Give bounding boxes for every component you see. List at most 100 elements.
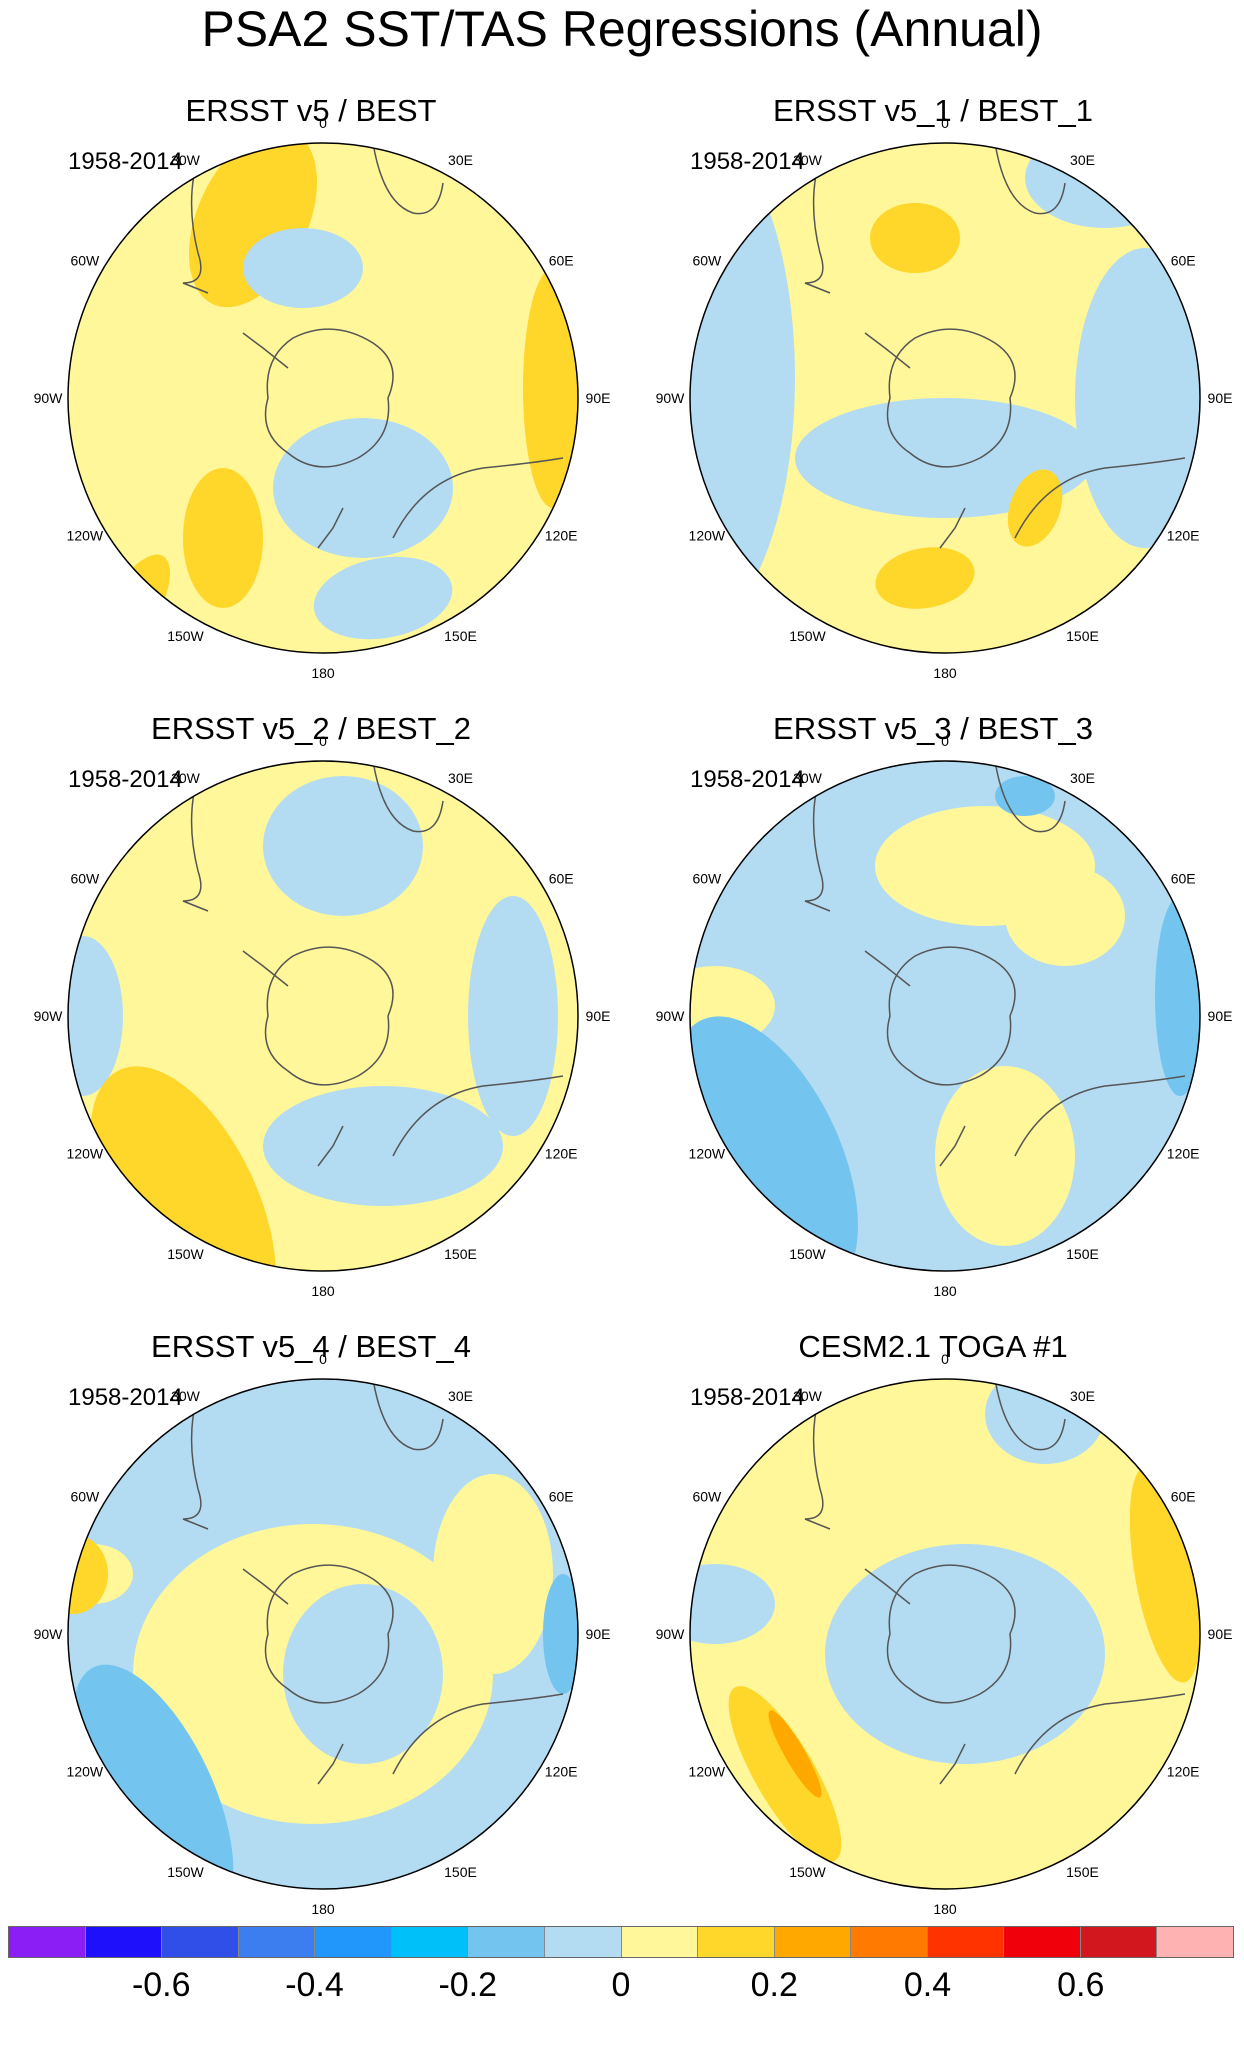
colorbar (8, 1926, 1234, 1958)
colorbar-segment (851, 1927, 928, 1957)
longitude-label: 150W (167, 1864, 204, 1880)
field-contour (183, 468, 263, 608)
antarctica-coastline (264, 328, 394, 468)
field-contour (468, 896, 558, 1136)
africa-coastline (994, 761, 1066, 833)
peninsula-coastline (242, 332, 289, 369)
field-contour (263, 776, 423, 916)
map-panel: ERSST v5_3 / BEST_3 1958-2014 0 30E 60E 90E 12… (622, 706, 1244, 1321)
new-zealand-coastline (939, 1125, 966, 1167)
field-contour (690, 143, 795, 638)
longitude-label: 30E (448, 152, 473, 168)
longitude-label: 30W (171, 152, 201, 168)
longitude-label: 180 (311, 1901, 335, 1917)
field-contour (273, 418, 453, 558)
longitude-label: 150E (1066, 628, 1099, 644)
longitude-label: 180 (933, 1283, 957, 1299)
longitude-label: 0 (319, 733, 327, 749)
colorbar-tick-label: 0.4 (903, 1966, 952, 2004)
map-boundary (67, 1378, 579, 1890)
map-panel: CESM2.1 TOGA #1 1958-2014 0 30E 60E 90E 120E 15… (622, 1324, 1244, 1939)
longitude-label: 180 (933, 665, 957, 681)
africa-coastline (372, 761, 444, 833)
map-boundary (689, 1378, 1201, 1890)
colorbar-segment (85, 1927, 163, 1957)
map-boundary (67, 142, 579, 654)
longitude-label: 90E (1208, 390, 1233, 406)
polar-map: 0 30E 60E 90E 120E 150E 180 150W 120W 90W 60W 30W (34, 733, 611, 1299)
colorbar-segment (162, 1927, 239, 1957)
field-contour (523, 268, 578, 508)
field-contour (283, 1584, 443, 1764)
longitude-label: 60E (1171, 253, 1196, 269)
longitude-label: 0 (941, 733, 949, 749)
field-contour (1025, 143, 1185, 228)
new-zealand-coastline (317, 507, 344, 549)
colorbar-tick-label: 0.6 (1057, 1966, 1105, 2004)
colorbar-segment (621, 1927, 699, 1957)
antarctica-coastline (886, 1564, 1016, 1704)
field-contour (90, 1066, 276, 1271)
panel-period: 1958-2014 (68, 148, 183, 175)
map-boundary (689, 760, 1201, 1272)
new-zealand-coastline (939, 1743, 966, 1785)
longitude-label: 120E (1167, 1764, 1200, 1780)
peninsula-coastline (242, 950, 289, 987)
longitude-label: 60W (692, 1489, 722, 1505)
figure-title: PSA2 SST/TAS Regressions (Annual) (201, 1, 1043, 57)
field-contour (1075, 248, 1200, 548)
polar-map: 0 30E 60E 90E 120E 150E 180 150W 120W 90W 60W 30W (34, 1351, 611, 1917)
peninsula-coastline (864, 950, 911, 987)
longitude-label: 120E (545, 1146, 578, 1162)
panel-title: CESM2.1 TOGA #1 (798, 1329, 1068, 1364)
longitude-label: 60W (70, 871, 100, 887)
panel-period: 1958-2014 (690, 766, 805, 793)
map-panel: ERSST v5_1 / BEST_1 1958-2014 0 30E 60E 90E 12… (622, 88, 1244, 703)
longitude-label: 90W (34, 390, 64, 406)
longitude-label: 120E (545, 528, 578, 544)
longitude-label: 30W (793, 770, 823, 786)
africa-coastline (994, 1379, 1066, 1451)
polar-map: 0 30E 60E 90E 120E 150E 180 150W 120W 90W 60W 30W (656, 115, 1233, 681)
longitude-label: 0 (941, 115, 949, 131)
longitude-label: 90W (34, 1626, 64, 1642)
colorbar-segment (315, 1927, 392, 1957)
longitude-label: 60W (70, 253, 100, 269)
longitude-label: 30E (1070, 770, 1095, 786)
longitude-label: 120W (689, 528, 726, 544)
colorbar-segment (1157, 1927, 1233, 1957)
longitude-label: 0 (941, 1351, 949, 1367)
longitude-label: 90E (586, 390, 611, 406)
longitude-label: 120W (689, 1764, 726, 1780)
longitude-label: 150W (167, 1246, 204, 1262)
colorbar-segment (391, 1927, 469, 1957)
longitude-label: 0 (319, 115, 327, 131)
longitude-label: 60E (549, 1489, 574, 1505)
field-contour (1129, 1465, 1200, 1683)
africa-coastline (994, 143, 1066, 215)
longitude-label: 180 (933, 1901, 957, 1917)
polar-map: 0 30E 60E 90E 120E 150E 180 150W 120W 90W 60W 30W (34, 115, 611, 681)
longitude-label: 90E (586, 1008, 611, 1024)
panel-period: 1958-2014 (690, 148, 805, 175)
longitude-label: 120W (689, 1146, 726, 1162)
longitude-label: 90W (34, 1008, 64, 1024)
longitude-label: 120E (545, 1764, 578, 1780)
australia-coastline (392, 1693, 564, 1775)
colorbar-tick-label: -0.6 (131, 1966, 191, 2004)
new-zealand-coastline (317, 1125, 344, 1167)
field-contour (690, 1564, 775, 1644)
longitude-label: 60W (692, 871, 722, 887)
map-boundary (67, 760, 579, 1272)
longitude-label: 60E (549, 253, 574, 269)
longitude-label: 60E (1171, 1489, 1196, 1505)
longitude-label: 30E (448, 1388, 473, 1404)
longitude-label: 90W (656, 1008, 686, 1024)
longitude-label: 150W (789, 1864, 826, 1880)
field-contour (543, 1574, 578, 1694)
colorbar-segment (698, 1927, 775, 1957)
longitude-label: 150E (444, 1864, 477, 1880)
antarctica-coastline (264, 1564, 394, 1704)
australia-coastline (1014, 1075, 1186, 1157)
colorbar-segment (1080, 1927, 1158, 1957)
